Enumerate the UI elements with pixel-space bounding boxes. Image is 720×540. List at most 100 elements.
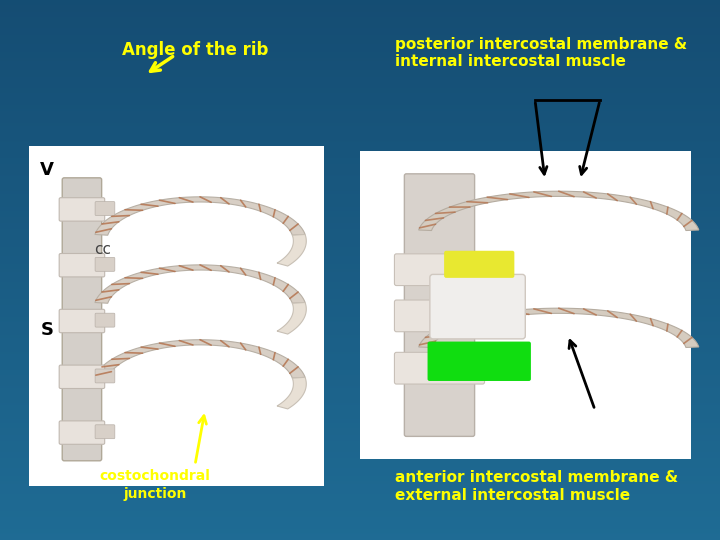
Bar (0, 126, 720, 127)
Bar (0, 321, 720, 322)
Bar (0, 374, 720, 375)
Text: posterior intercostal membrane &: posterior intercostal membrane & (395, 37, 687, 52)
Bar (0, 208, 720, 209)
Bar (0, 375, 720, 376)
Bar (0, 521, 720, 522)
Bar (0, 410, 720, 411)
Bar (0, 525, 720, 526)
Bar (0, 80, 720, 81)
Bar (0, 70, 720, 71)
Bar (0, 330, 720, 331)
Bar (0, 528, 720, 529)
Bar (0, 392, 720, 393)
Bar (0, 243, 720, 244)
Bar (0, 299, 720, 300)
Bar (0, 284, 720, 285)
Bar (0, 472, 720, 473)
Bar (0, 30, 720, 31)
Bar (0, 409, 720, 410)
Bar (0, 205, 720, 206)
Bar (0, 60, 720, 61)
Bar (0, 50, 720, 51)
Bar (0, 258, 720, 259)
Bar (0, 529, 720, 530)
Bar (0, 364, 720, 365)
Bar (0, 177, 720, 178)
Bar (0, 465, 720, 466)
Bar (0, 475, 720, 476)
Text: costochondral
junction: costochondral junction (99, 469, 210, 501)
Bar (0, 383, 720, 384)
Bar (0, 415, 720, 416)
Bar (0, 418, 720, 419)
Bar (0, 8, 720, 9)
Bar (0, 408, 720, 409)
Bar (0, 355, 720, 356)
Bar (0, 43, 720, 44)
Bar (0, 181, 720, 182)
Bar (0, 388, 720, 389)
Bar (0, 451, 720, 452)
Bar (0, 387, 720, 388)
Bar (0, 384, 720, 385)
Bar (0, 457, 720, 458)
Bar (0, 199, 720, 200)
Bar (0, 280, 720, 281)
Bar (0, 538, 720, 539)
Bar (0, 244, 720, 245)
Bar (0, 302, 720, 303)
Bar (0, 353, 720, 354)
Bar (0, 297, 720, 298)
Bar (0, 385, 720, 386)
Bar (0, 473, 720, 474)
Bar (0, 470, 720, 471)
Bar (0, 309, 720, 310)
Bar (0, 40, 720, 41)
Bar (0, 22, 720, 23)
Bar (0, 84, 720, 85)
Bar (0, 187, 720, 188)
Bar (0, 326, 720, 327)
Bar (0, 59, 720, 60)
Bar (0, 29, 720, 30)
Bar (0, 433, 720, 434)
Bar (0, 361, 720, 362)
Bar (0, 156, 720, 157)
Bar (0, 20, 720, 21)
Bar (0, 495, 720, 496)
Bar (0, 124, 720, 125)
Bar (0, 289, 720, 290)
Bar (0, 64, 720, 65)
Bar (0, 75, 720, 76)
Bar (0, 327, 720, 328)
Bar (0, 17, 720, 18)
Bar (0, 107, 720, 108)
Bar (0, 386, 720, 387)
FancyBboxPatch shape (395, 352, 485, 384)
Bar (0, 485, 720, 486)
Bar (0, 71, 720, 72)
Bar (0, 505, 720, 506)
FancyBboxPatch shape (95, 369, 114, 383)
Bar (0, 12, 720, 13)
Bar (0, 406, 720, 407)
Bar (0, 316, 720, 317)
Bar (0, 417, 720, 418)
Bar (0, 508, 720, 509)
FancyBboxPatch shape (405, 174, 474, 436)
Bar (0, 233, 720, 234)
Bar (0, 36, 720, 37)
Bar (0, 455, 720, 456)
Bar (0, 435, 720, 436)
Bar (0, 106, 720, 107)
Bar (0, 63, 720, 64)
Bar (0, 290, 720, 291)
Bar (0, 25, 720, 26)
Bar (0, 109, 720, 110)
Bar (0, 300, 720, 301)
Bar (0, 216, 720, 217)
Bar (0, 104, 720, 105)
Bar (0, 194, 720, 195)
Bar (0, 381, 720, 382)
Bar (0, 9, 720, 10)
